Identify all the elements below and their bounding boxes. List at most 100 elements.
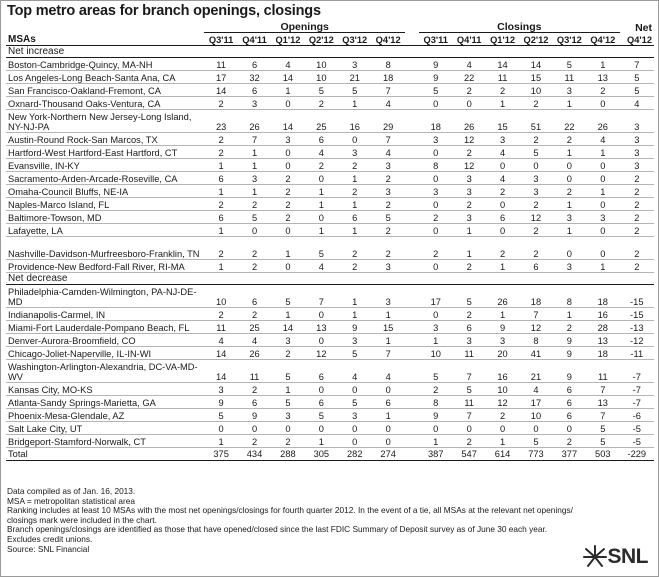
net-cell: 2 [619,259,654,273]
openings-cell: 2 [237,259,272,273]
openings-cell: 0 [271,259,305,273]
closings-cell: 7 [452,359,486,383]
closings-cell: 1 [485,307,520,321]
table-row: Boston-Cambridge-Quincy, MA-NH 11 6 4 10 3 8 9 4… [6,57,654,71]
openings-cell: 1 [338,197,372,211]
openings-cell: 3 [271,408,305,422]
column-gap [404,284,420,308]
closings-cell: 6 [552,408,587,422]
footnote: Source: SNL Financial [7,543,90,554]
closings-cell: 5 [586,434,620,448]
net-cell: 2 [619,197,654,211]
msa-name: Washington-Arlington-Alexandria, DC-VA-M… [6,359,205,383]
openings-cell: 2 [237,197,272,211]
closings-cell: 4 [452,57,486,71]
closings-cell: 9 [552,333,587,347]
openings-cell: 1 [271,307,305,321]
closings-cell: 3 [485,132,520,146]
closings-cell: 11 [452,346,486,360]
openings-cell: 2 [338,236,372,260]
column-gap [404,210,420,224]
closings-cell: 22 [452,70,486,84]
closings-cell: 2 [519,223,553,237]
msa-name: Atlanta-Sandy Springs-Marietta, GA [6,395,205,409]
openings-cell: 0 [304,333,339,347]
openings-cell: 2 [371,236,405,260]
openings-cell: 2 [371,223,405,237]
table-row: Denver-Aurora-Broomfield, CO 4 4 3 0 3 1 1 3 3 8 9 1… [6,333,654,347]
msa-name: Kansas City, MO-KS [6,382,205,396]
closings-cell: 3 [519,184,553,198]
openings-cell: 7 [371,83,405,97]
net-cell: 5 [619,70,654,84]
footnote: Ranking includes at least 10 MSAs with t… [7,505,573,516]
closings-cell: 10 [519,83,553,97]
closings-cell: 9 [552,359,587,383]
closings-cell: 2 [419,382,453,396]
open-q-header: Q4'12 [371,32,405,46]
net-cell: 3 [619,158,654,172]
closings-cell: 12 [519,210,553,224]
openings-cell: 7 [371,346,405,360]
openings-cell: 15 [371,320,405,334]
openings-cell: 9 [237,408,272,422]
closings-cell: 2 [552,320,587,334]
closings-cell: 1 [552,197,587,211]
closings-cell: 2 [452,83,486,97]
openings-cell: 21 [338,70,372,84]
openings-cell: 13 [304,320,339,334]
column-gap [404,408,420,422]
table-row: Atlanta-Sandy Springs-Marietta, GA 9 6 5 6 5 6… [6,395,654,409]
table-row: Hartford-West Hartford-East Hartford, CT… [6,145,654,159]
column-gap [404,96,420,110]
column-header-row: MSAs Q3'11 Q4'11 Q1'12 Q2'12 Q3'12 Q4'12… [6,32,654,46]
closings-cell: 13 [586,70,620,84]
openings-cell: 1 [237,184,272,198]
column-gap [404,382,420,396]
closings-cell: 3 [419,320,453,334]
footnote: Excludes credit unions. [7,533,93,544]
closings-total-cell: 547 [452,447,486,461]
openings-cell: 1 [338,171,372,185]
closings-cell: 1 [419,434,453,448]
openings-cell: 11 [204,320,238,334]
openings-cell: 6 [237,83,272,97]
net-cell: -7 [619,382,654,396]
msa-name: Miami-Fort Lauderdale-Pompano Beach, FL [6,320,205,334]
openings-header: Openings [204,19,405,33]
closings-cell: 1 [452,223,486,237]
closings-cell: 1 [419,333,453,347]
closings-cell: 3 [452,210,486,224]
closings-cell: 2 [519,132,553,146]
closings-cell: 2 [452,145,486,159]
closings-total-cell: 377 [552,447,587,461]
closings-cell: 4 [485,145,520,159]
closings-cell: 2 [485,184,520,198]
openings-cell: 2 [204,236,238,260]
closings-cell: 5 [419,359,453,383]
closings-cell: 2 [485,408,520,422]
openings-cell: 0 [271,96,305,110]
net-cell: -12 [619,333,654,347]
closings-cell: 0 [419,171,453,185]
footnote: Branch openings/closings are identified … [7,524,548,535]
openings-cell: 4 [271,57,305,71]
net-cell: 3 [619,132,654,146]
openings-cell: 5 [338,83,372,97]
openings-total-cell: 274 [371,447,405,461]
openings-cell: 0 [304,382,339,396]
openings-cell: 2 [204,307,238,321]
openings-cell: 2 [338,259,372,273]
openings-cell: 23 [204,109,238,133]
closings-cell: 7 [519,307,553,321]
column-gap [404,236,420,260]
openings-cell: 8 [371,57,405,71]
closings-cell: 7 [586,408,620,422]
closings-cell: 1 [485,434,520,448]
table-row: Kansas City, MO-KS 3 2 1 0 0 0 2 5 10 4 6 7 -7 [6,382,654,396]
footnote: MSA = metropolitan statistical area [7,495,135,506]
openings-cell: 5 [271,395,305,409]
closings-cell: 0 [419,223,453,237]
openings-cell: 14 [204,346,238,360]
closings-cell: 3 [452,171,486,185]
